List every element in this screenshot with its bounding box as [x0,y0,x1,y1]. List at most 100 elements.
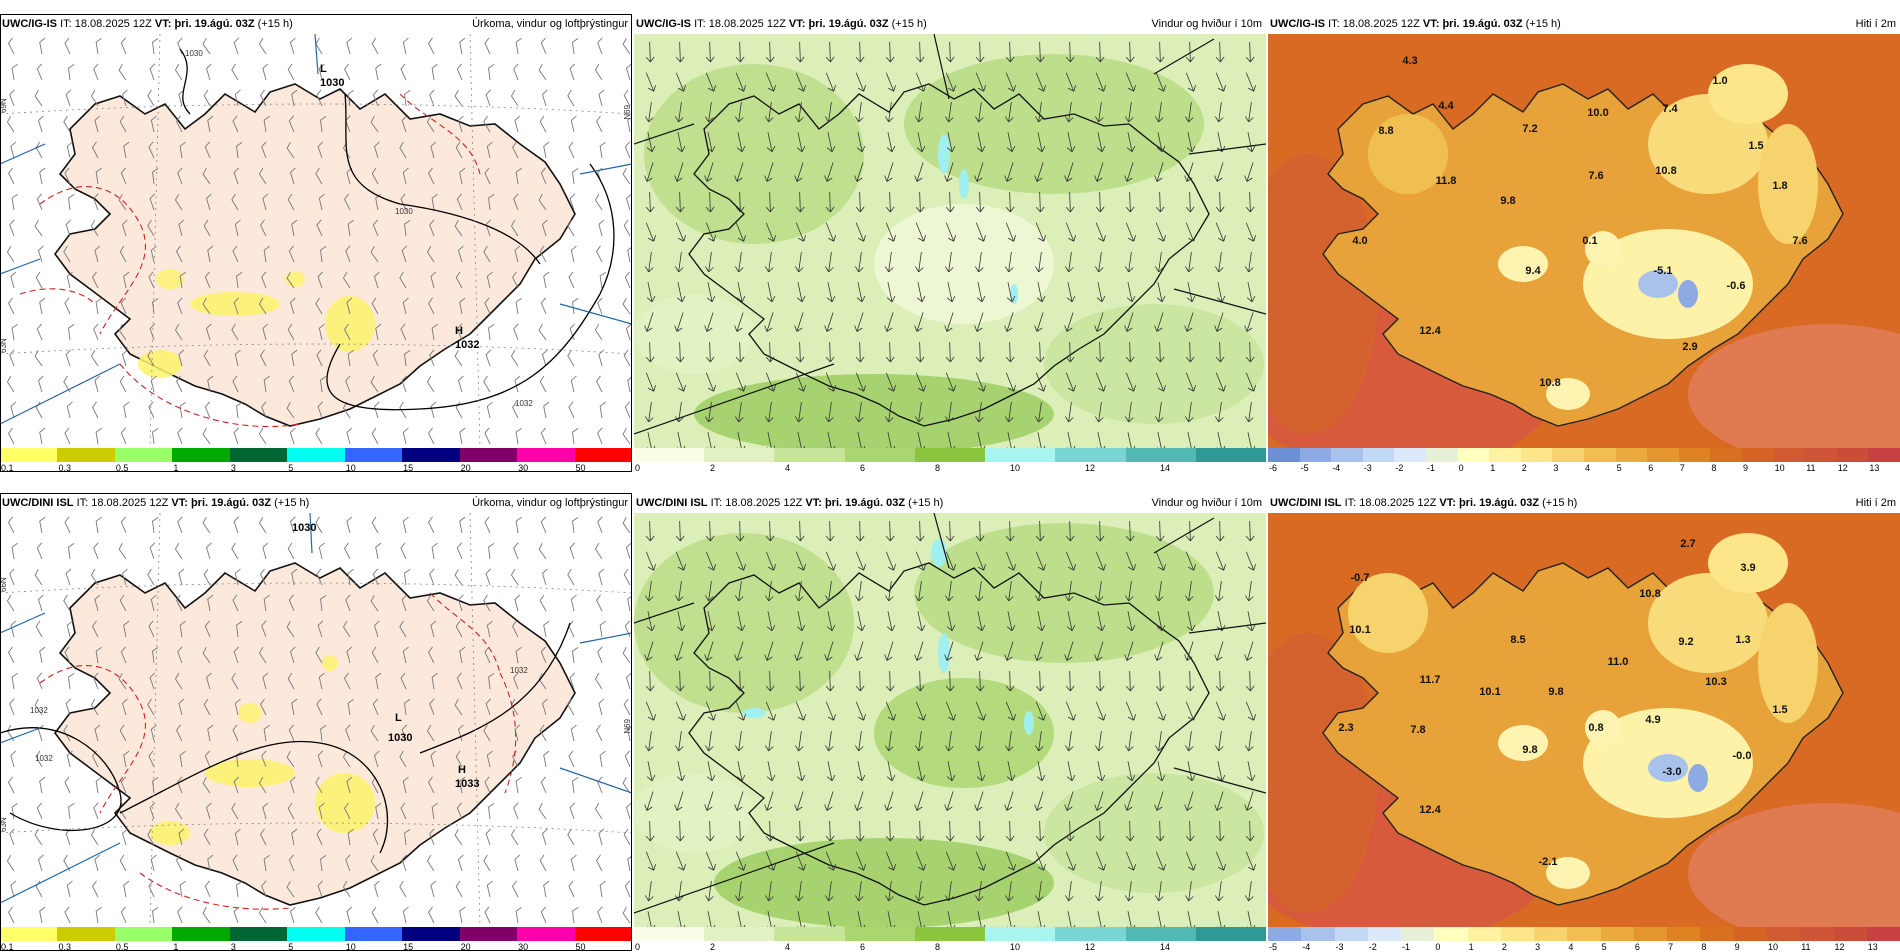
wind-arrow [946,132,956,153]
wind-barb [177,297,183,315]
it-label: IT: [60,18,72,30]
wind-barb [203,698,211,716]
wind-barb [455,271,463,289]
wind-arrow [1035,72,1046,92]
precip-map-svg: L 1030 H 1032 1030 1030 1032 69N 63N 69N [0,34,632,448]
precip-map[interactable]: L 1030 H 1032 1030 1030 1032 69N 63N 69N [0,34,632,448]
wind-barb [426,854,435,872]
wind-arrow [826,911,836,927]
wind-arrow [766,611,776,632]
wind-barb [624,141,631,159]
wind-barb [512,271,519,289]
wind-barb [176,375,183,393]
wind-arrow [1215,41,1225,63]
wind-barb [594,193,603,211]
wind-arrow [704,791,714,811]
wind-arrow [1125,191,1135,213]
wind-arrow [974,641,984,661]
wind-arrow [825,670,835,692]
wind-barb [291,698,298,716]
colorbar-swatch [774,927,845,941]
colorbar-swatch [1195,927,1266,941]
wind-barb [570,594,577,612]
wind-arrow [766,132,776,153]
wind-arrow [974,162,984,182]
wind-arrow [674,252,684,273]
wind-arrow [1034,731,1044,752]
wind-arrow [944,581,954,602]
wind-arrow [795,191,805,213]
wind-arrow [1124,881,1134,902]
wind-barb [8,167,15,185]
wind-arrow [704,731,714,752]
wind-map[interactable] [634,34,1266,448]
wind-arrow [1245,551,1256,571]
wind-arrow [975,701,986,721]
wind-barb [179,141,186,159]
wind-arrow [1216,761,1226,782]
colorbar-swatch [287,448,345,462]
wind-arrow [1155,41,1165,63]
wind-arrow [1064,881,1074,902]
wind-arrow [1245,72,1256,92]
wind-arrow [1215,851,1226,871]
wind-barb [236,881,243,898]
wind-barb [514,375,521,393]
wind-barb [456,542,463,560]
temp-value: 1.3 [1735,634,1750,646]
wind-barb [625,542,632,560]
wind-arrow [764,791,774,811]
wind-arrow [886,282,896,303]
temp-map[interactable]: -0.7 2.7 3.9 10.8 10.1 8.5 9.2 1.3 11.7 11.0 10.1 9… [1268,513,1900,927]
wind-arrow [704,252,714,273]
temp-value: 9.8 [1500,195,1515,207]
wind-arrow [734,252,744,273]
colorbar-tick-label: 11 [1806,463,1816,473]
wind-arrow [1064,731,1074,752]
wind-barb [598,89,605,107]
colorbar-swatch [1268,927,1302,941]
wind-arrow [734,402,744,423]
colorbar-swatch [402,927,460,941]
wind-map[interactable] [634,513,1266,927]
wind-barb [426,594,435,612]
wind-arrow [1095,191,1105,213]
wind-barb [488,543,495,560]
wind-barb [345,724,351,742]
wind-barb [6,854,15,872]
wind-barb [64,776,71,794]
wind-barb [120,776,127,794]
wind-arrow [824,731,834,752]
wind-arrow [1004,312,1014,332]
wind-arrow [705,520,715,542]
wind-arrow [915,372,926,392]
wind-arrow [764,252,774,273]
wind-arrow [1004,791,1014,811]
colorbar-tick-label: 0.3 [58,942,71,952]
wind-barb [543,620,550,638]
colorbar-tick-label: 10 [345,942,356,952]
wind-arrow [1185,701,1196,721]
wind-arrow [764,102,774,123]
temp-value: 2.9 [1682,341,1697,353]
wind-barb [36,63,43,81]
wind-arrow [944,312,954,332]
wind-arrow [796,911,806,927]
colorbar-tick-label: -1 [1402,942,1411,952]
wind-arrow [824,312,834,332]
wind-barb [371,297,379,315]
wind-arrow [735,372,746,392]
wind-arrow [766,911,776,927]
wind-barb [346,776,353,794]
wind-arrow [1036,132,1046,153]
precip-map[interactable]: 1030 L 1030 H 1033 1032 1032 1032 66N 63… [0,513,632,927]
wind-barb [513,802,519,820]
temp-map[interactable]: 4.3 4.4 8.8 11.8 9.8 4.0 7.2 10.0 7.6 7.4 1.0 10.8 1… [1268,34,1900,448]
wind-arrow [646,611,656,632]
wind-barb [459,167,466,185]
colorbar-tick-label: 12 [1834,942,1845,952]
wind-barb [288,245,295,263]
wind-barb [513,672,519,690]
wind-map-svg [634,513,1266,927]
colorbar-swatch [1678,448,1711,462]
